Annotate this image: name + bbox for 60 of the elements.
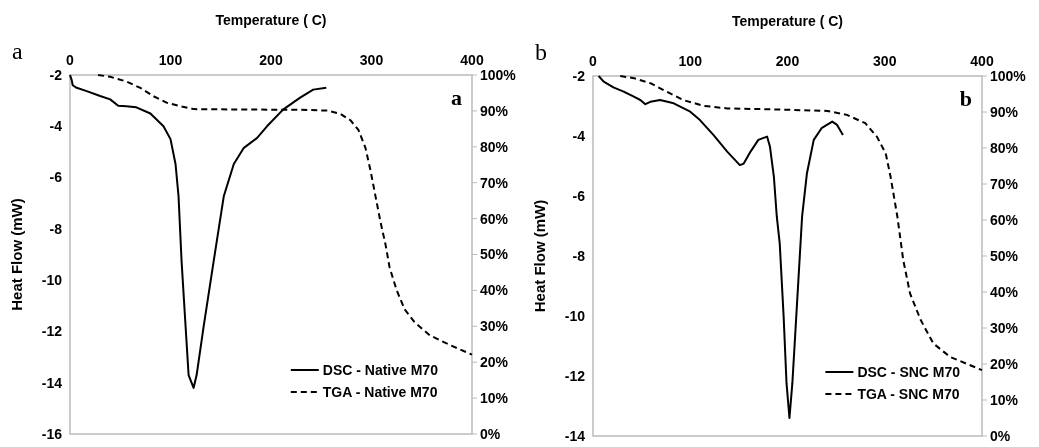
annotation: a <box>451 85 462 110</box>
y2-tick-label: 100% <box>480 66 517 83</box>
x-tick-label: 200 <box>775 53 800 69</box>
y-tick-label: -2 <box>49 66 63 83</box>
line-series <box>597 75 844 419</box>
y2-tick-label: 0% <box>480 425 501 442</box>
y-tick-label: -14 <box>564 427 586 444</box>
legend-label: TGA - Native M70 <box>322 383 438 400</box>
x-tick-label: 200 <box>259 52 283 68</box>
x-tick-label: 400 <box>460 52 484 68</box>
y2-tick-label: 50% <box>990 247 1019 264</box>
y-tick-label: -8 <box>572 247 586 264</box>
legend-label: TGA - SNC M70 <box>857 385 960 402</box>
y2-tick-label: 50% <box>480 246 509 263</box>
y-tick-label: -10 <box>41 272 63 289</box>
y2-tick-label: 90% <box>480 102 509 119</box>
y2-tick-label: 0% <box>990 427 1011 444</box>
legend-label: DSC - Native M70 <box>322 361 439 378</box>
y-tick-label: -16 <box>41 425 63 442</box>
x-tick-label: 300 <box>359 52 384 68</box>
y2-tick-label: 40% <box>990 283 1019 300</box>
y-axis-title: Heat Flow (mW) <box>531 199 548 313</box>
y2-tick-label: 30% <box>480 318 509 335</box>
y2-tick-label: 10% <box>990 391 1019 408</box>
y2-tick-label: 40% <box>480 282 509 299</box>
annotation: b <box>959 86 972 111</box>
y2-tick-label: 10% <box>480 390 509 406</box>
x-tick-label: 400 <box>970 53 994 69</box>
y-tick-label: -4 <box>572 127 586 144</box>
y-tick-label: -8 <box>49 220 63 237</box>
y-tick-label: -12 <box>564 367 586 384</box>
x-axis-title: Temperature ( C) <box>215 12 327 28</box>
x-axis-title: Temperature ( C) <box>732 13 843 29</box>
text: a <box>12 38 23 64</box>
y2-tick-label: 20% <box>990 355 1019 372</box>
y-tick-label: -6 <box>49 169 63 186</box>
y2-tick-label: 70% <box>990 175 1019 192</box>
y-tick-label: -4 <box>49 118 63 135</box>
text: b <box>535 39 547 65</box>
y2-tick-label: 100% <box>990 67 1027 84</box>
x-tick-label: 0 <box>66 52 75 68</box>
y-tick-label: -12 <box>41 323 63 340</box>
y2-tick-label: 80% <box>480 138 509 155</box>
y2-tick-label: 30% <box>990 319 1019 336</box>
y2-tick-label: 20% <box>480 354 509 371</box>
y2-tick-label: 60% <box>990 211 1019 228</box>
x-tick-label: 300 <box>873 53 897 69</box>
y2-tick-label: 80% <box>990 139 1019 156</box>
y-tick-label: -14 <box>41 374 63 391</box>
y-tick-label: -2 <box>572 67 586 84</box>
y2-tick-label: 60% <box>480 210 509 227</box>
x-tick-label: 0 <box>589 53 598 69</box>
y-axis-title: Heat Flow (mW) <box>8 198 25 311</box>
y2-tick-label: 70% <box>480 174 509 191</box>
x-tick-label: 100 <box>158 52 183 68</box>
y-tick-label: -10 <box>564 307 586 324</box>
legend-label: DSC - SNC M70 <box>857 363 961 380</box>
y-tick-label: -6 <box>572 187 586 204</box>
x-tick-label: 100 <box>678 53 703 69</box>
y2-tick-label: 90% <box>990 103 1019 120</box>
